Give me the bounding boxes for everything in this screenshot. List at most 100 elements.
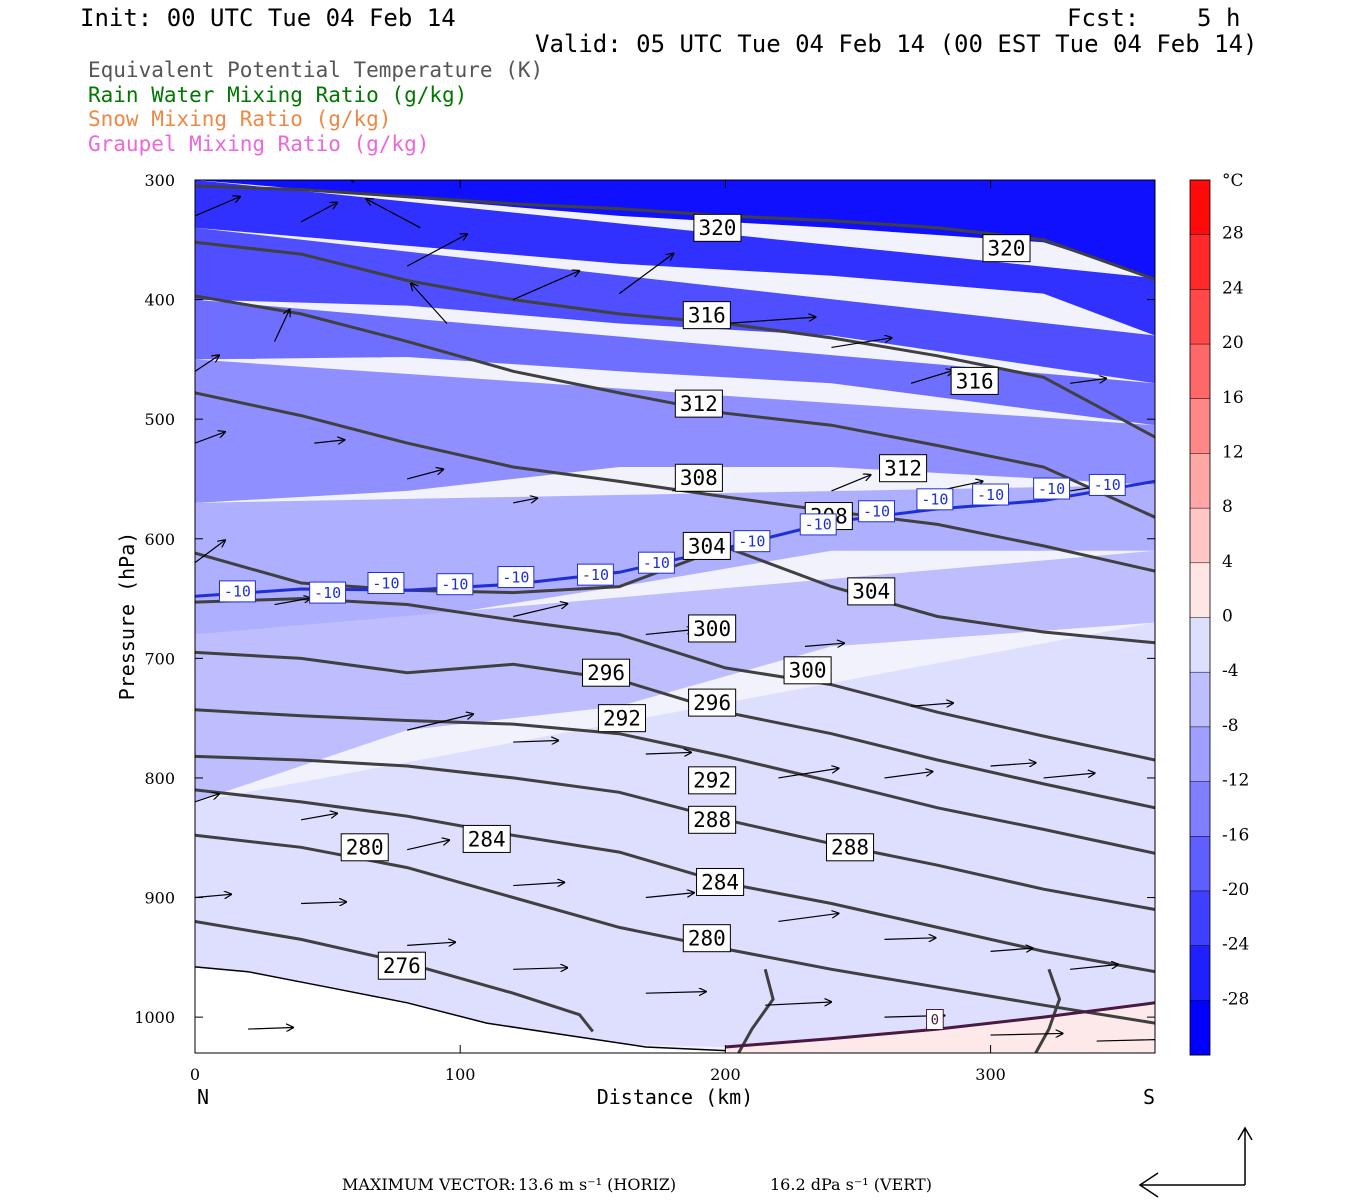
theta-e-label: 304 [847,577,896,606]
temp-band [195,622,1155,1047]
colorbar-tick-label: -28 [1222,989,1249,1009]
x-tick-label: 0 [190,1065,200,1084]
colorbar-tick-label: 0 [1222,607,1233,627]
wind-vector [513,604,567,618]
wind-vector [1070,379,1106,384]
theta-e-label: 280 [340,833,389,862]
isotherm-minus10-label: -10 [799,513,837,536]
colorbar-tick-label: 12 [1222,442,1244,462]
wind-vector [274,309,290,342]
wind-vector [411,284,448,324]
colorbar-tick-label: 8 [1222,497,1233,517]
theta-e-316 [195,240,1155,439]
colorbar-swatch [1190,726,1210,783]
wind-vector [407,942,455,945]
isotherm-minus10-label-text: -10 [805,516,832,534]
colorbar: 28 24 20 16 12 8 4 0 -4 -8 -12 -16 -20 -24 -28 °C [1189,171,1249,1056]
isotherm-minus10-label-box [799,513,837,536]
isotherm-minus10-label-box [309,581,347,604]
theta-e-label-box [688,688,737,717]
wind-vector [990,1033,1063,1035]
isotherm-minus10-label: -10 [733,530,771,553]
isotherm-minus10-label-text: -10 [502,568,529,586]
wind-vector [513,740,558,742]
theta-e-label-box [688,805,737,834]
theta-e-label: 316 [682,301,731,330]
isotherm-minus10-label: -10 [218,580,256,603]
y-tick-label: 500 [144,410,175,429]
y-tick-label: 1000 [134,1008,175,1027]
theta-e-label: 284 [462,824,511,853]
isotherm-minus10-label-text: -10 [921,491,948,509]
wind-vector [407,714,473,731]
temperature-shading [195,180,1155,1053]
isotherm-minus10-label-box [218,580,256,603]
terrain-fill [195,966,726,1053]
theta-e-label-text: 304 [688,534,726,558]
colorbar-tick-label: 28 [1222,224,1244,244]
colorbar-swatch [1190,180,1210,236]
wind-vector [248,1027,293,1029]
theta-e-label: 300 [783,656,832,685]
theta-e-296 [195,650,1155,810]
isotherm-minus10-label: -10 [436,573,474,596]
theta-e-label-box [682,531,731,560]
theta-e-label-box [682,301,731,330]
axes: 300 400 500 600 700 800 900 1000 0 100 200 300 Dista… [115,171,1156,1109]
isotherm-minus10-label-box [972,483,1010,506]
colorbar-unit: °C [1222,171,1244,191]
wind-vector [910,703,953,706]
colorbar-swatch [1190,672,1210,728]
wind-vector [910,371,953,384]
colorbar-swatch [1190,890,1210,947]
theta-e-label: 304 [682,531,731,560]
temp-band [195,227,1155,384]
isotherm-minus10-label-text: -10 [1094,476,1121,494]
theta-e-label: 280 [682,924,731,953]
temp-band [195,299,1155,426]
isotherm-minus10-label-text: -10 [441,575,468,593]
theta-e-label: 284 [696,867,745,896]
isotherm-minus10-label-text: -10 [977,486,1004,504]
reference-vector [1138,1126,1253,1198]
theta-e-label-box [674,463,723,492]
wind-vector [513,882,564,885]
wind-vector [804,643,844,646]
valid-time: Valid: 05 UTC Tue 04 Feb 14 (00 EST Tue … [535,30,1258,58]
wind-vector [300,813,337,821]
wind-vector [301,902,346,904]
isotherm-minus10-label: -10 [497,566,535,589]
y-axis-label: Pressure (hPa) [115,532,139,701]
isotherm-minus10-label: -10 [1033,477,1071,500]
theta-e-label-box [696,867,745,896]
theta-e-label: 292 [597,704,646,733]
theta-e-label-text: 288 [693,808,731,832]
wind-vector [195,540,225,564]
colorbar-swatch [1190,289,1210,345]
colorbar-swatch [1190,453,1210,509]
isotherm-minus10-label-text: -10 [582,566,609,584]
y-tick-label: 900 [144,889,175,908]
isotherm-minus10-label: -10 [367,572,405,595]
colorbar-tick-label: -12 [1222,771,1249,791]
theta-e-320 [195,184,1155,281]
colorbar-swatch [1190,562,1210,618]
colorbar-swatch [1190,945,1210,1001]
colorbar-swatch [1190,508,1210,564]
wind-vector [349,180,355,183]
theta-e-292 [195,708,1155,855]
south-label: S [1143,1085,1155,1109]
plot-frame [194,179,1156,1054]
max-vector-horiz: 13.6 m s⁻¹ (HORIZ) [518,1175,677,1194]
theta-e-label: 288 [825,833,875,862]
theta-e-label-text: 316 [688,303,726,327]
wind-vector [512,271,579,301]
theta-e-label: 276 [377,951,426,980]
isotherm-minus10-label-text: -10 [738,532,765,550]
theta-e-label-text: 304 [852,580,890,604]
legend-graupel: Graupel Mixing Ratio (g/kg) [88,132,430,156]
theta-e-label: 312 [879,454,928,483]
theta-e-288 [195,754,1155,911]
y-tick-label: 300 [144,171,175,190]
isotherm-minus10-label-box [576,563,614,586]
